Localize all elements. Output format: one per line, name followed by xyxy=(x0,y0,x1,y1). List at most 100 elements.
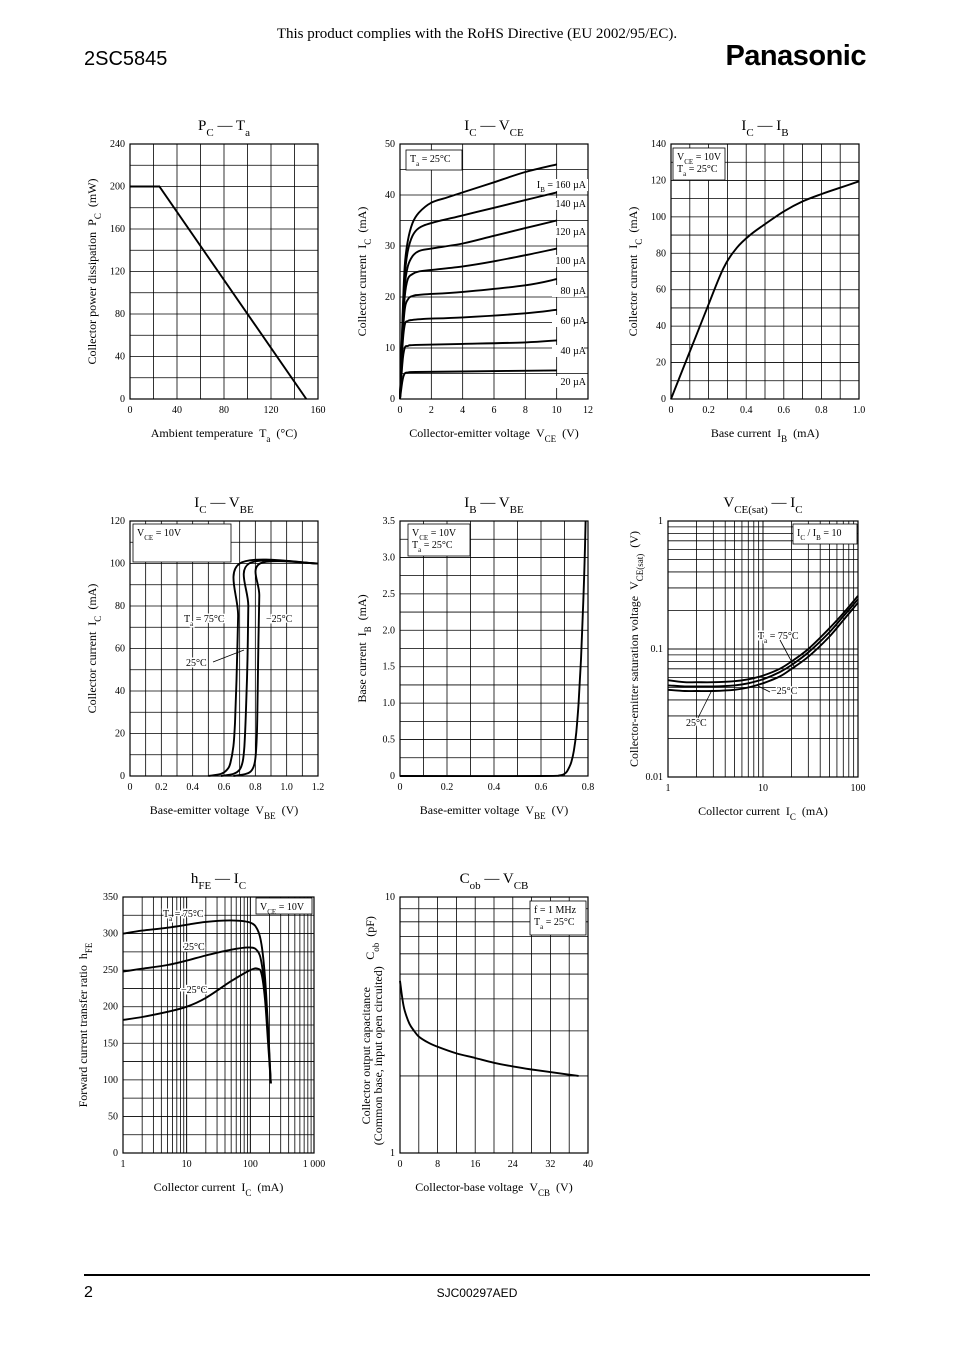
series-label: 80 µA xyxy=(561,286,587,297)
series-line-1 xyxy=(667,598,859,688)
chart-title: PC — Ta xyxy=(198,118,250,139)
y-tick-label: 30 xyxy=(385,241,395,252)
y-axis-label: Collector current IC (mA) xyxy=(85,584,103,714)
x-tick-label: 40 xyxy=(172,405,182,416)
x-tick-label: 0 xyxy=(669,405,674,416)
series-label: 20 µA xyxy=(561,377,587,388)
chart-title: hFE — IC xyxy=(191,871,246,892)
x-axis-label: Base current IB (mA) xyxy=(711,426,819,444)
condition-box xyxy=(255,897,313,915)
x-tick-label: 100 xyxy=(243,1159,258,1170)
series-line-0 xyxy=(667,595,859,684)
y-tick-label: 100 xyxy=(651,212,666,223)
plot-frame xyxy=(399,896,589,1154)
y-tick-label: 120 xyxy=(110,267,125,278)
y-tick-label: 20 xyxy=(385,292,395,303)
series-line-6 xyxy=(399,339,557,400)
x-tick-label: 0.8 xyxy=(815,405,828,416)
curve-annotation: Ta = 75°C xyxy=(758,631,799,645)
curve-annotation: 25°C xyxy=(186,658,207,669)
series-label-bg xyxy=(552,226,584,238)
y-axis-label: Forward current transfer ratio hFE xyxy=(76,942,94,1107)
y-tick-label: 0.01 xyxy=(646,772,664,783)
y-tick-label: 50 xyxy=(385,139,395,150)
y-tick-label: 2.0 xyxy=(383,625,396,636)
x-axis-label: Base-emitter voltage VBE (V) xyxy=(420,803,569,821)
curve-annotation: −25°C xyxy=(181,985,208,996)
series-label-bg xyxy=(552,255,584,267)
x-tick-label: 4 xyxy=(460,405,465,416)
chart-pc-ta: 0 40 80 120 160 0 40 80 120 160 200 240 PC — Ta Ambie… xyxy=(85,118,326,444)
y-tick-label: 40 xyxy=(385,190,395,201)
y-tick-label: 200 xyxy=(103,1002,118,1013)
y-tick-label: 0.5 xyxy=(383,735,396,746)
plot-frame xyxy=(667,520,859,778)
x-tick-label: 10 xyxy=(182,1159,192,1170)
y-axis-label: Collector power dissipation PC (mW) xyxy=(85,178,103,364)
page-number: 2 xyxy=(84,1284,93,1301)
chart-ic-ib: 0 0.2 0.4 0.6 0.8 1.0 0 20 40 60 80 100 120 140 IC — I… xyxy=(626,118,865,444)
x-tick-label: 1.2 xyxy=(312,782,325,793)
y-tick-label: 50 xyxy=(108,1111,118,1122)
chart-title: Cob — VCB xyxy=(460,871,529,892)
series-line-7 xyxy=(399,369,557,400)
chart-vcesat-ic: 1 10 100 0.01 0.1 1 VCE(sat) — IC Collector cur… xyxy=(627,495,866,822)
curve-annotation: 25°C xyxy=(686,718,707,729)
y-tick-label: 150 xyxy=(103,1038,118,1049)
y-tick-label: 240 xyxy=(110,139,125,150)
y-tick-label: 0 xyxy=(113,1148,118,1159)
series-label: IB = 160 µA xyxy=(537,180,587,194)
y-tick-label: 120 xyxy=(651,175,666,186)
y-tick-label: 1 xyxy=(658,516,663,527)
series-label-bg xyxy=(528,179,588,191)
y-tick-label: 0.1 xyxy=(651,644,664,655)
x-tick-label: 0.4 xyxy=(488,782,501,793)
x-axis-label: Base-emitter voltage VBE (V) xyxy=(150,803,299,821)
annotation-leader xyxy=(697,689,713,719)
brand-logo: Panasonic xyxy=(725,40,866,72)
series-line-0 xyxy=(122,919,272,1084)
chart-title: IC — VBE xyxy=(194,495,254,516)
series-line-1 xyxy=(399,191,557,400)
series-line-0 xyxy=(399,980,579,1077)
chart-title: IC — IB xyxy=(741,118,788,139)
condition-text: IC / IB = 10 xyxy=(797,528,841,542)
series-line-2 xyxy=(233,560,319,777)
y-tick-label: 0 xyxy=(390,771,395,782)
series-label-bg xyxy=(552,285,584,297)
x-tick-label: 0.8 xyxy=(582,782,595,793)
y-tick-label: 1 xyxy=(390,1148,395,1159)
y-axis-label-line2: (Common base, input open circuited) xyxy=(371,966,385,1145)
condition-text: VCE = 10V xyxy=(412,528,457,542)
x-tick-label: 0.2 xyxy=(441,782,454,793)
y-tick-label: 100 xyxy=(110,559,125,570)
y-tick-label: 40 xyxy=(656,321,666,332)
annotation-leader xyxy=(212,649,245,663)
condition-text: Ta = 25°C xyxy=(412,540,453,554)
condition-box xyxy=(132,523,232,563)
chart-hfe-ic: 1 10 100 1 000 0 50 100 150 200 250 300 350 hFE — IC… xyxy=(76,871,325,1198)
x-tick-label: 1 000 xyxy=(303,1159,326,1170)
condition-box xyxy=(529,900,587,936)
x-tick-label: 0.6 xyxy=(778,405,791,416)
condition-box xyxy=(792,523,858,545)
y-axis-label-unit: Cob (pF) xyxy=(363,916,381,960)
series-line-0 xyxy=(399,163,557,400)
curve-annotation: Ta = 75°C xyxy=(184,614,225,628)
x-tick-label: 0.6 xyxy=(218,782,231,793)
x-tick-label: 0.4 xyxy=(186,782,199,793)
x-tick-label: 100 xyxy=(851,783,866,794)
series-line-5 xyxy=(399,308,557,400)
x-tick-label: 16 xyxy=(470,1159,480,1170)
plot-frame xyxy=(670,143,860,400)
y-axis-label: Collector current IC (mA) xyxy=(355,207,373,337)
y-tick-label: 2.5 xyxy=(383,589,396,600)
series-label-bg xyxy=(552,198,584,210)
y-tick-label: 1.0 xyxy=(383,698,396,709)
series-line-0 xyxy=(130,185,308,400)
condition-text: Ta = 25°C xyxy=(534,917,575,931)
condition-box xyxy=(672,147,726,181)
y-tick-label: 1.5 xyxy=(383,662,396,673)
series-label-bg xyxy=(552,345,584,357)
